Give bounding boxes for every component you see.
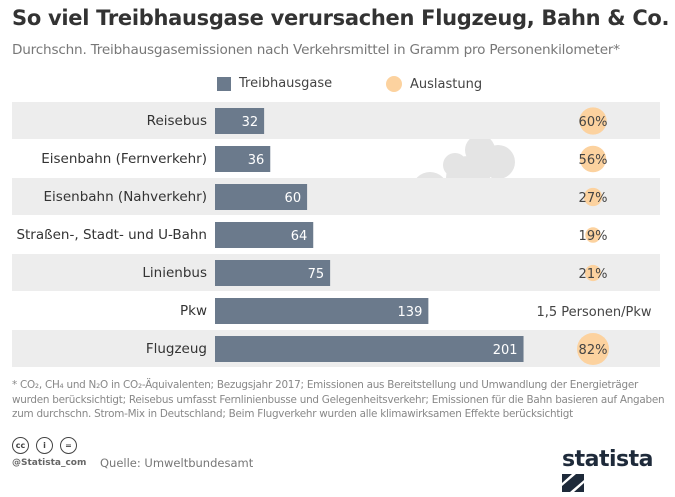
category-label: Eisenbahn (Fernverkehr) [41,151,207,167]
brand-text: statista [562,447,653,472]
bar-value-label: 60 [285,191,302,206]
utilization-label: 27% [579,191,608,206]
legend-item-treibhausgase: Treibhausgase [217,76,332,91]
utilization-circle [584,264,602,282]
bar-value-label: 32 [242,115,259,130]
cc-nd-icon: = [60,437,77,454]
utilization-circle [583,187,603,207]
category-label: Reisebus [147,113,207,129]
statista-logo: statista [562,447,675,497]
row-stripe [12,178,660,215]
twitter-handle: @Statista_com [12,458,87,468]
utilization-circle [577,333,609,365]
utilization-label: 21% [579,267,608,282]
chart-subtitle: Durchschn. Treibhausgasemissionen nach V… [12,42,620,58]
bar [215,146,271,172]
bar-value-label: 36 [248,153,265,168]
category-label: Flugzeug [146,341,207,357]
category-label: Linienbus [142,265,207,281]
statista-logo-icon [562,474,584,492]
bar-value-label: 201 [493,343,518,358]
utilization-circle [585,227,601,243]
bar [215,298,429,324]
utilization-circle [579,107,607,135]
legend-label: Auslastung [410,76,483,92]
bar [215,260,331,286]
category-label: Eisenbahn (Nahverkehr) [44,189,207,205]
utilization-label: 19% [579,229,608,244]
utilization-label: 1,5 Personen/Pkw [536,305,651,320]
cc-by-icon: i [36,437,53,454]
bar-value-label: 75 [308,267,325,282]
row-stripe [12,254,660,291]
category-label: Straßen-, Stadt- und U-Bahn [16,227,207,243]
bar-chart: Reisebus 32 60% Eisenbahn (Fernverkehr) 36 56… [12,102,660,367]
bar-value-label: 64 [291,229,308,244]
bar [215,184,308,210]
category-label: Pkw [180,303,207,319]
footnote: * CO₂, CH₄ und N₂O in CO₂-Äquivalenten; … [12,379,665,420]
source: Quelle: Umweltbundesamt [100,456,254,470]
legend-item-auslastung: Auslastung [386,76,482,92]
row-stripe [12,102,660,139]
bar [215,222,314,248]
utilization-label: 56% [579,153,608,168]
legend-swatch [217,76,231,91]
utilization-circle [579,145,607,173]
legend-swatch [386,76,402,92]
utilization-label: 82% [579,343,608,358]
chart-title: So viel Treibhausgase verursachen Flugze… [12,6,670,30]
bar [215,108,265,134]
bar-value-label: 139 [398,305,423,320]
cc-license-icon: cc [12,437,29,454]
legend-label: Treibhausgase [239,76,333,91]
utilization-label: 60% [579,115,608,130]
bar [215,336,524,362]
